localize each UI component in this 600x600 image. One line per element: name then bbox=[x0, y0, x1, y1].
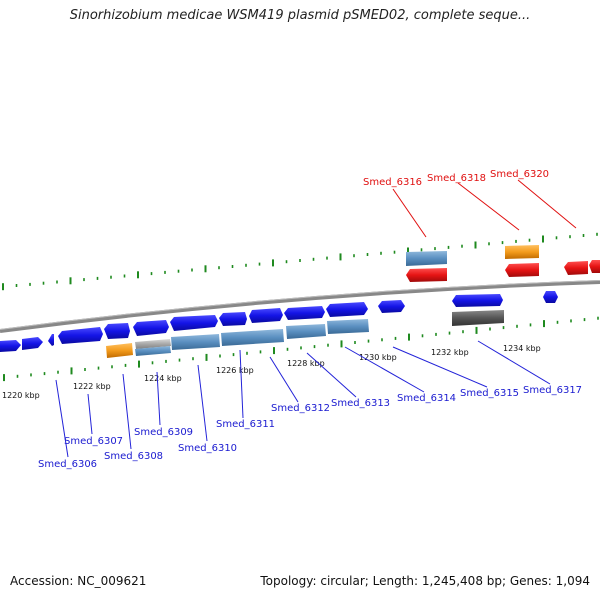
cds-feature[interactable] bbox=[327, 319, 369, 334]
scale-label: 1230 kbp bbox=[359, 353, 397, 362]
gene-label[interactable]: Smed_6312 bbox=[271, 403, 330, 414]
forward-gene-arrow[interactable] bbox=[378, 300, 405, 313]
forward-gene-arrow[interactable] bbox=[104, 323, 130, 339]
reverse-gene-arrow[interactable] bbox=[406, 268, 447, 282]
gene-label[interactable]: Smed_6316 bbox=[363, 177, 422, 188]
scale-label: 1226 kbp bbox=[216, 366, 254, 375]
cds-feature[interactable] bbox=[286, 324, 326, 339]
map-title: Sinorhizobium medicae WSM419 plasmid pSM… bbox=[69, 8, 531, 23]
gene-label[interactable]: Smed_6311 bbox=[216, 419, 275, 430]
outer-tick-track bbox=[2, 232, 598, 291]
scale-label: 1222 kbp bbox=[73, 382, 111, 391]
gene-label[interactable]: Smed_6307 bbox=[64, 436, 123, 447]
gene-label[interactable]: Smed_6314 bbox=[397, 393, 456, 404]
forward-gene-labels: Smed_6306 Smed_6307 Smed_6308 Smed_6309 … bbox=[38, 385, 582, 470]
cds-feature[interactable] bbox=[221, 329, 284, 346]
reverse-gene-labels: Smed_6316 Smed_6318 Smed_6320 bbox=[363, 169, 549, 188]
dark-feature[interactable] bbox=[452, 310, 504, 326]
scale-labels: 1220 kbp 1222 kbp 1224 kbp 1226 kbp 1228… bbox=[2, 344, 541, 400]
orange-feature[interactable] bbox=[106, 343, 133, 358]
forward-label-leaders bbox=[55, 340, 551, 458]
forward-gene-arrow[interactable] bbox=[170, 315, 218, 331]
orange-feature[interactable] bbox=[505, 245, 539, 259]
gene-label[interactable]: Smed_6313 bbox=[331, 398, 390, 409]
gene-label[interactable]: Smed_6308 bbox=[104, 451, 163, 462]
cds-feature-track bbox=[106, 310, 504, 358]
forward-gene-arrow[interactable] bbox=[326, 302, 368, 317]
inner-tick-track bbox=[3, 316, 599, 382]
cds-feature[interactable] bbox=[171, 334, 220, 350]
scale-label: 1224 kbp bbox=[144, 374, 182, 383]
reverse-gene-track bbox=[406, 245, 600, 282]
accession-text: Accession: NC_009621 bbox=[10, 574, 147, 588]
forward-gene-arrow[interactable] bbox=[249, 308, 283, 323]
forward-gene-arrow[interactable] bbox=[543, 291, 558, 303]
cds-feature[interactable] bbox=[135, 346, 171, 356]
backbone-arc bbox=[0, 280, 600, 333]
reverse-gene-arrow[interactable] bbox=[505, 263, 539, 277]
grey-feature[interactable] bbox=[135, 339, 171, 349]
scale-label: 1232 kbp bbox=[431, 348, 469, 357]
reverse-gene-arrow[interactable] bbox=[564, 261, 588, 275]
gene-label[interactable]: Smed_6309 bbox=[134, 427, 193, 438]
scale-label: 1234 kbp bbox=[503, 344, 541, 353]
forward-gene-arrow[interactable] bbox=[452, 294, 503, 307]
gene-label[interactable]: Smed_6317 bbox=[523, 385, 582, 396]
forward-gene-arrow[interactable] bbox=[58, 327, 103, 344]
scale-label: 1220 kbp bbox=[2, 391, 40, 400]
forward-gene-arrow[interactable] bbox=[219, 312, 247, 326]
forward-gene-arrow[interactable] bbox=[48, 334, 54, 346]
genome-stats-text: Topology: circular; Length: 1,245,408 bp… bbox=[260, 574, 590, 588]
forward-gene-arrow[interactable] bbox=[22, 337, 43, 350]
gene-label[interactable]: Smed_6315 bbox=[460, 388, 519, 399]
reverse-gene-arrow[interactable] bbox=[589, 260, 600, 273]
forward-gene-arrow[interactable] bbox=[133, 320, 169, 336]
forward-gene-arrow[interactable] bbox=[0, 340, 21, 352]
gene-label[interactable]: Smed_6310 bbox=[178, 443, 237, 454]
scale-label: 1228 kbp bbox=[287, 359, 325, 368]
gene-label[interactable]: Smed_6306 bbox=[38, 459, 97, 470]
cds-feature[interactable] bbox=[406, 251, 447, 266]
gene-label[interactable]: Smed_6318 bbox=[427, 173, 486, 184]
forward-gene-track bbox=[0, 291, 558, 352]
gene-label[interactable]: Smed_6320 bbox=[490, 169, 549, 180]
forward-gene-arrow[interactable] bbox=[284, 306, 325, 320]
reverse-label-leaders bbox=[392, 179, 577, 238]
